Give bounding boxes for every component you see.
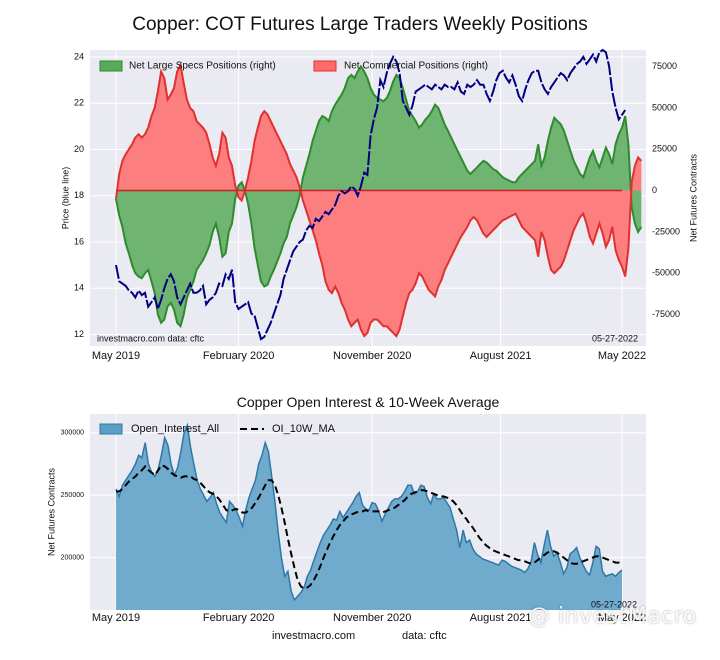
ytick-left-label: 16 <box>74 236 84 246</box>
legend-label-oi: Open_Interest_All <box>131 423 219 435</box>
xtick-label-top: February 2020 <box>203 350 275 362</box>
ytick-right-label: -50000 <box>652 268 680 278</box>
oi-10w-ma-line <box>116 463 622 590</box>
xtick-label-bottom: November 2020 <box>333 612 411 624</box>
ytick-right-label: -25000 <box>652 226 680 236</box>
ytick-right-label: 75000 <box>652 61 677 71</box>
ytick-left-label: 14 <box>74 283 84 293</box>
ytick-label-bottom: 250000 <box>61 492 84 499</box>
xtick-label-bottom: May 2019 <box>92 612 140 624</box>
ylabel-bottom: Net Futures Contracts <box>46 467 56 556</box>
xtick-label-top: May 2022 <box>598 350 646 362</box>
commercial-line <box>115 61 643 338</box>
xtick-label-top: August 2021 <box>470 350 532 362</box>
xtick-label-bottom: May 2022 <box>598 612 646 624</box>
open-interest-line <box>115 422 623 602</box>
ytick-right-label: 25000 <box>652 144 677 154</box>
ytick-left-label: 22 <box>74 98 84 108</box>
annotation-date-bottom: 05-27-2022 <box>591 599 637 609</box>
ylabel-left: Price (blue line) <box>60 167 70 230</box>
specs-area <box>116 66 642 327</box>
ytick-left-label: 12 <box>74 329 84 339</box>
ytick-right-label: 0 <box>652 185 657 195</box>
xtick-label-bottom: August 2021 <box>470 612 532 624</box>
commercial-area <box>116 64 642 337</box>
ytick-left-label: 24 <box>74 51 84 61</box>
xtick-label-bottom: February 2020 <box>203 612 275 624</box>
ytick-label-bottom: 300000 <box>61 430 84 437</box>
watermark-text: @ investMacro <box>528 604 697 629</box>
legend-label-ma: OI_10W_MA <box>272 423 336 435</box>
xtick-label-top: May 2019 <box>92 350 140 362</box>
legend-swatch-commercial <box>313 60 337 72</box>
xtick-label-top: November 2020 <box>333 350 411 362</box>
chart-subtitle: Copper Open Interest & 10-Week Average <box>236 394 500 410</box>
footer-data: data: cftc <box>402 630 447 642</box>
chart-title: Copper: COT Futures Large Traders Weekly… <box>132 14 588 35</box>
watermark-logo: @ investMacro <box>528 604 697 629</box>
legend-swatch-specs <box>99 60 123 72</box>
ytick-left-label: 18 <box>74 190 84 200</box>
ytick-right-label: -75000 <box>652 309 680 319</box>
footer-source: investmacro.com <box>272 630 356 642</box>
legend-swatch-oi <box>99 423 123 435</box>
price-line <box>115 48 627 341</box>
annotation-source: investmacro.com data: cftc <box>97 333 205 343</box>
annotation-date: 05-27-2022 <box>592 333 638 343</box>
ylabel-right: Net Futures Contracts <box>688 153 698 242</box>
ytick-label-bottom: 200000 <box>61 554 84 561</box>
legend-label-specs: Net Large Specs Positions (right) <box>129 61 276 72</box>
ytick-right-label: 50000 <box>652 102 677 112</box>
ytick-left-label: 20 <box>74 144 84 154</box>
legend-label-commercial: Net Commercial Positions (right) <box>344 61 488 72</box>
